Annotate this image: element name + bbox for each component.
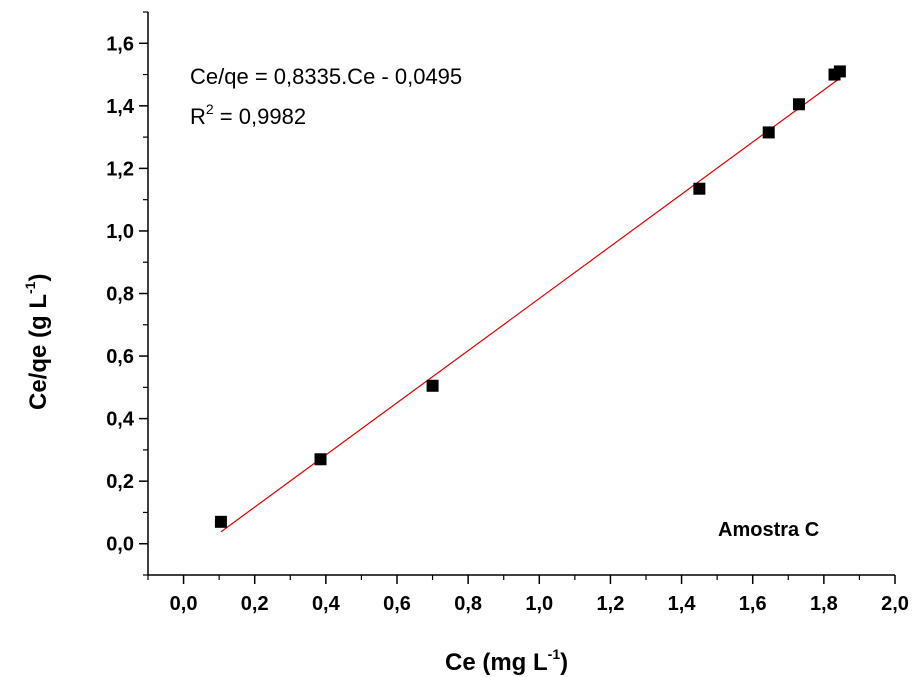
y-tick-label: 0,0 — [106, 534, 134, 556]
data-point — [693, 182, 706, 195]
data-point — [314, 453, 327, 466]
x-tick-label: 0,8 — [454, 593, 482, 615]
x-tick-label: 2,0 — [881, 593, 909, 615]
r2-label: R2 = 0,9982 — [190, 101, 306, 129]
x-tick-label: 0,6 — [383, 593, 411, 615]
data-point — [762, 126, 775, 139]
data-point — [426, 379, 439, 392]
x-tick-label: 1,8 — [810, 593, 838, 615]
x-tick-label: 0,4 — [312, 593, 341, 615]
y-tick-label: 1,0 — [106, 221, 134, 243]
data-points — [214, 65, 846, 528]
data-point — [833, 65, 846, 78]
y-tick-label: 1,6 — [106, 33, 134, 55]
sample-label: Amostra C — [718, 519, 819, 541]
y-tick-label: 1,2 — [106, 158, 134, 180]
y-axis-title: Ce/qe (g L-1) — [22, 274, 52, 410]
x-tick-label: 1,6 — [739, 593, 767, 615]
data-point — [792, 98, 805, 111]
y-tick-label: 1,4 — [106, 96, 135, 118]
x-tick-label: 0,0 — [170, 593, 198, 615]
y-tick-label: 0,8 — [106, 284, 134, 306]
x-axis-title: Ce (mg L-1) — [445, 646, 568, 676]
x-tick-label: 1,4 — [668, 593, 697, 615]
axes — [147, 12, 895, 576]
equation-label: Ce/qe = 0,8335.Ce - 0,0495 — [190, 64, 462, 89]
y-tick-label: 0,2 — [106, 471, 134, 493]
x-tick-label: 1,2 — [597, 593, 625, 615]
y-tick-label: 0,4 — [106, 409, 135, 431]
x-tick-label: 0,2 — [241, 593, 269, 615]
y-ticks: 0,0 0,2 0,4 0,6 0,8 1,0 1,2 1,4 1,6 — [106, 11, 148, 576]
y-tick-label: 0,6 — [106, 346, 134, 368]
x-ticks: 0,0 0,2 0,4 0,6 0,8 1,0 1,2 1,4 1,6 1,8 2,0 — [147, 575, 909, 615]
data-point — [214, 515, 227, 528]
fit-line — [220, 77, 841, 533]
x-tick-label: 1,0 — [525, 593, 553, 615]
